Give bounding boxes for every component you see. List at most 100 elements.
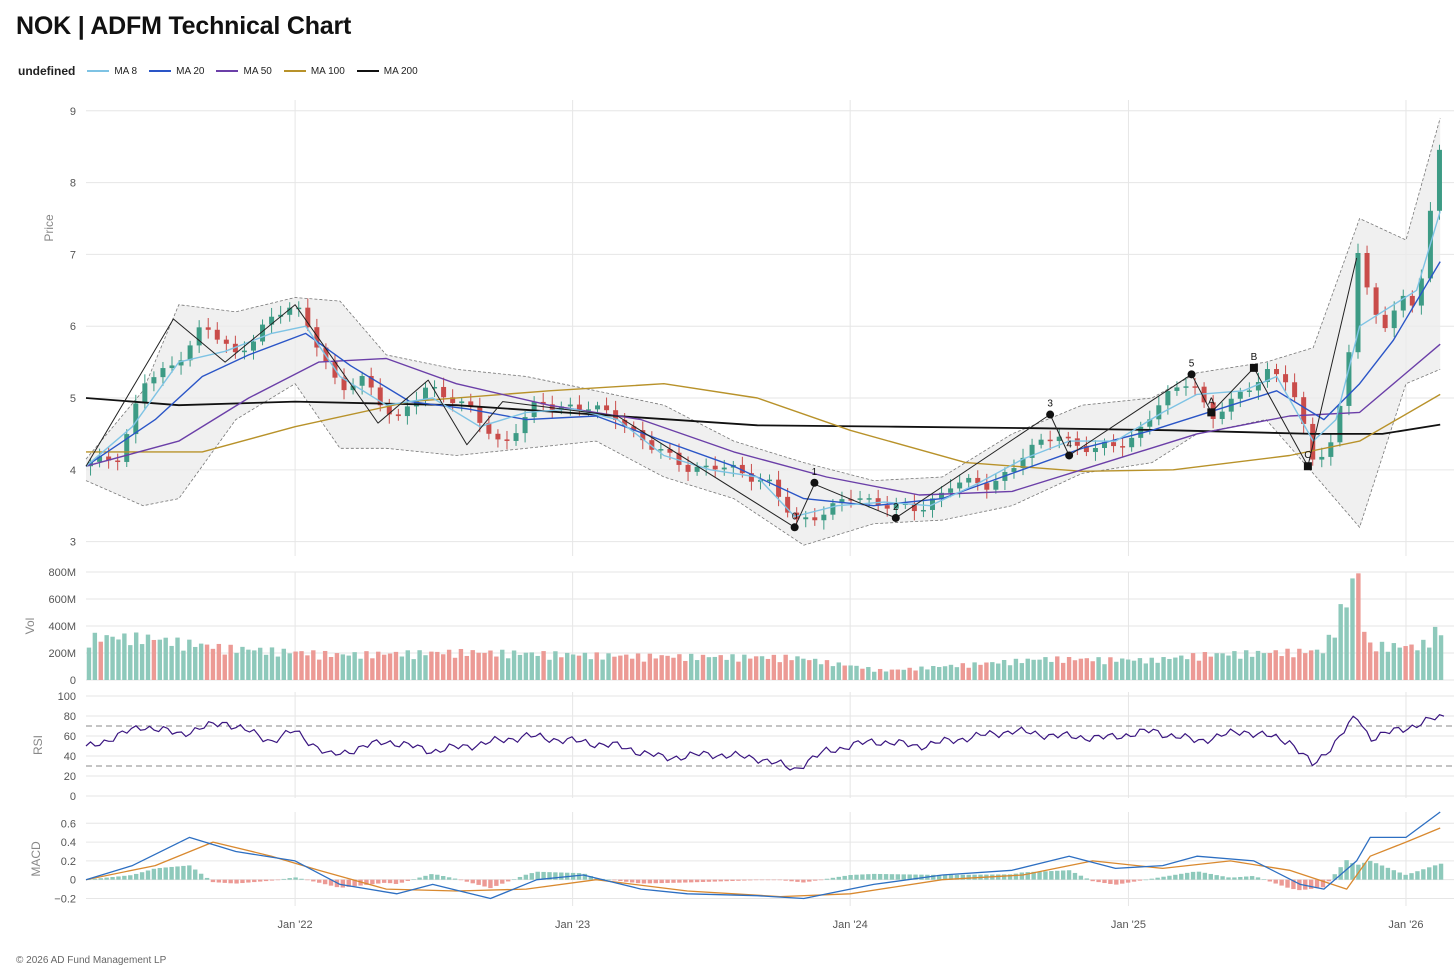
volume-bar — [1332, 637, 1337, 680]
macd-histogram-bar — [659, 879, 664, 884]
macd-histogram-bar — [1120, 879, 1125, 884]
volume-bar — [576, 655, 582, 680]
macd-histogram-bar — [818, 879, 824, 881]
legend-item-ma50[interactable]: MA 50 — [216, 66, 272, 77]
x-tick-label: Jan '23 — [555, 919, 590, 931]
legend-item-ma200[interactable]: MA 200 — [356, 66, 418, 77]
volume-bar — [1379, 641, 1385, 680]
volume-bar — [1391, 643, 1397, 680]
candle-body-up — [1011, 468, 1017, 472]
macd-histogram-bar — [830, 877, 836, 880]
volume-bar — [523, 652, 529, 680]
volume-bar — [565, 652, 570, 680]
volume-y-tick-label: 200M — [48, 648, 76, 660]
volume-bar — [624, 654, 629, 680]
volume-bar — [500, 649, 505, 680]
x-tick-label: Jan '26 — [1388, 919, 1423, 931]
volume-bar — [364, 651, 369, 680]
candle-body-down — [341, 377, 347, 391]
macd-histogram-bar — [482, 879, 487, 887]
volume-bar — [1120, 658, 1125, 680]
macd-histogram-bar — [795, 879, 800, 882]
volume-bar — [1297, 648, 1302, 680]
candle-body-up — [1346, 352, 1352, 406]
volume-bar — [317, 659, 322, 680]
macd-histogram-bar — [1179, 873, 1184, 880]
candle-body-down — [884, 505, 890, 509]
macd-histogram-bar — [411, 879, 416, 880]
macd-histogram-bar — [494, 879, 499, 886]
candle-body-down — [1120, 446, 1126, 448]
legend-item-ma8[interactable]: MA 8 — [87, 66, 137, 77]
macd-histogram-bar — [1137, 879, 1143, 881]
candle-body-up — [1264, 369, 1270, 383]
candle-body-up — [241, 350, 247, 353]
volume-bar — [913, 670, 918, 680]
macd-histogram-bar — [901, 874, 906, 880]
legend-item-ma100[interactable]: MA 100 — [283, 66, 345, 77]
volume-bar — [387, 653, 393, 680]
wave-marker-circle — [1187, 370, 1196, 379]
volume-bar — [1373, 651, 1379, 680]
macd-histogram-bar — [1303, 879, 1308, 890]
macd-histogram-bar — [175, 866, 180, 880]
volume-bar — [1084, 658, 1089, 680]
macd-histogram-bar — [1037, 871, 1042, 880]
legend-swatch — [216, 70, 239, 72]
volume-bar — [541, 651, 546, 680]
macd-histogram-bar — [92, 878, 98, 880]
candle-body-up — [1246, 390, 1252, 392]
macd-histogram-bar — [1326, 879, 1332, 882]
candle-body-up — [948, 488, 954, 493]
candle-body-up — [269, 316, 275, 325]
volume-bar — [381, 654, 387, 680]
volume-bar — [1415, 650, 1420, 680]
macd-histogram-bar — [1320, 879, 1326, 888]
volume-bar — [1314, 649, 1320, 680]
volume-bar — [187, 639, 192, 680]
volume-bar — [866, 667, 871, 680]
volume-bar — [116, 639, 121, 680]
candle-body-up — [160, 368, 166, 378]
legend-item-ma20[interactable]: MA 20 — [149, 66, 204, 77]
candle-body-down — [386, 405, 392, 415]
candle-body-down — [468, 401, 474, 408]
candle-body-up — [866, 498, 872, 500]
price-axis-title: Price — [42, 214, 56, 242]
candle-body-up — [359, 375, 365, 386]
macd-histogram-bar — [299, 878, 304, 880]
volume-bar — [1238, 658, 1243, 680]
macd-histogram-bar — [417, 877, 422, 880]
legend-swatch — [149, 70, 172, 72]
volume-bar — [370, 658, 375, 680]
price-y-tick-label: 8 — [70, 178, 76, 190]
candle-body-up — [966, 477, 972, 483]
price-y-tick-label: 4 — [70, 465, 76, 477]
candle-body-up — [920, 509, 926, 512]
macd-histogram-bar — [1055, 870, 1060, 880]
volume-bar — [659, 655, 664, 680]
macd-histogram-bar — [452, 878, 458, 880]
candle-body-down — [984, 483, 990, 490]
volume-bar — [417, 650, 422, 680]
wave-label: 5 — [1189, 358, 1195, 369]
macd-histogram-bar — [606, 879, 611, 881]
volume-bar — [299, 651, 304, 680]
volume-bar — [594, 652, 599, 680]
volume-bar — [942, 666, 948, 680]
candle-body-down — [1065, 436, 1071, 439]
candle-body-up — [1400, 295, 1406, 311]
macd-histogram-bar — [647, 879, 653, 884]
rsi-line — [85, 714, 1445, 771]
volume-bar — [110, 636, 115, 680]
macd-histogram-bar — [671, 879, 676, 883]
volume-bar — [712, 656, 718, 680]
volume-bar — [458, 648, 464, 680]
volume-bar — [452, 657, 458, 680]
legend-label: MA 20 — [176, 65, 205, 77]
candle-body-up — [1165, 390, 1171, 406]
volume-bar — [511, 650, 517, 680]
candle-body-up — [1029, 444, 1035, 458]
volume-bar — [724, 659, 729, 680]
